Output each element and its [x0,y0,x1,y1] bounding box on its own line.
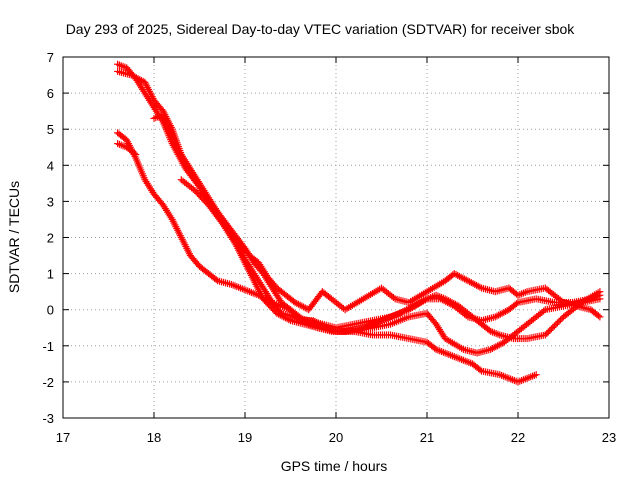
x-tick-label: 18 [147,430,161,445]
series-track-4 [177,176,604,321]
axis-ticks [62,56,610,419]
y-tick-label: -2 [42,375,54,390]
x-tick-label: 19 [238,430,252,445]
y-tick-label: 1 [47,267,54,282]
y-tick-label: 5 [47,122,54,137]
y-tick-label: 6 [47,86,54,101]
x-tick-labels: 17 18 19 20 21 22 23 [56,430,616,445]
chart-title: Day 293 of 2025, Sidereal Day-to-day VTE… [66,21,576,37]
series-track-5 [114,129,604,357]
x-tick-label: 20 [329,430,343,445]
y-tick-label: 3 [47,194,54,209]
y-tick-label: 7 [47,50,54,65]
grid-lines [63,57,609,418]
y-tick-labels: -3 -2 -1 0 1 2 3 4 5 6 7 [42,50,54,426]
x-tick-label: 23 [602,430,616,445]
y-axis-label: SDTVAR / TECUs [6,181,22,293]
y-tick-label: 4 [47,158,54,173]
y-tick-label: 0 [47,303,54,318]
y-tick-label: -3 [42,411,54,426]
y-tick-label: -1 [42,339,54,354]
y-tick-label: 2 [47,231,54,246]
series-track-6 [114,140,140,158]
data-series [114,60,604,386]
x-tick-label: 22 [511,430,525,445]
x-tick-label: 17 [56,430,70,445]
x-tick-label: 21 [420,430,434,445]
x-axis-label: GPS time / hours [281,458,388,474]
